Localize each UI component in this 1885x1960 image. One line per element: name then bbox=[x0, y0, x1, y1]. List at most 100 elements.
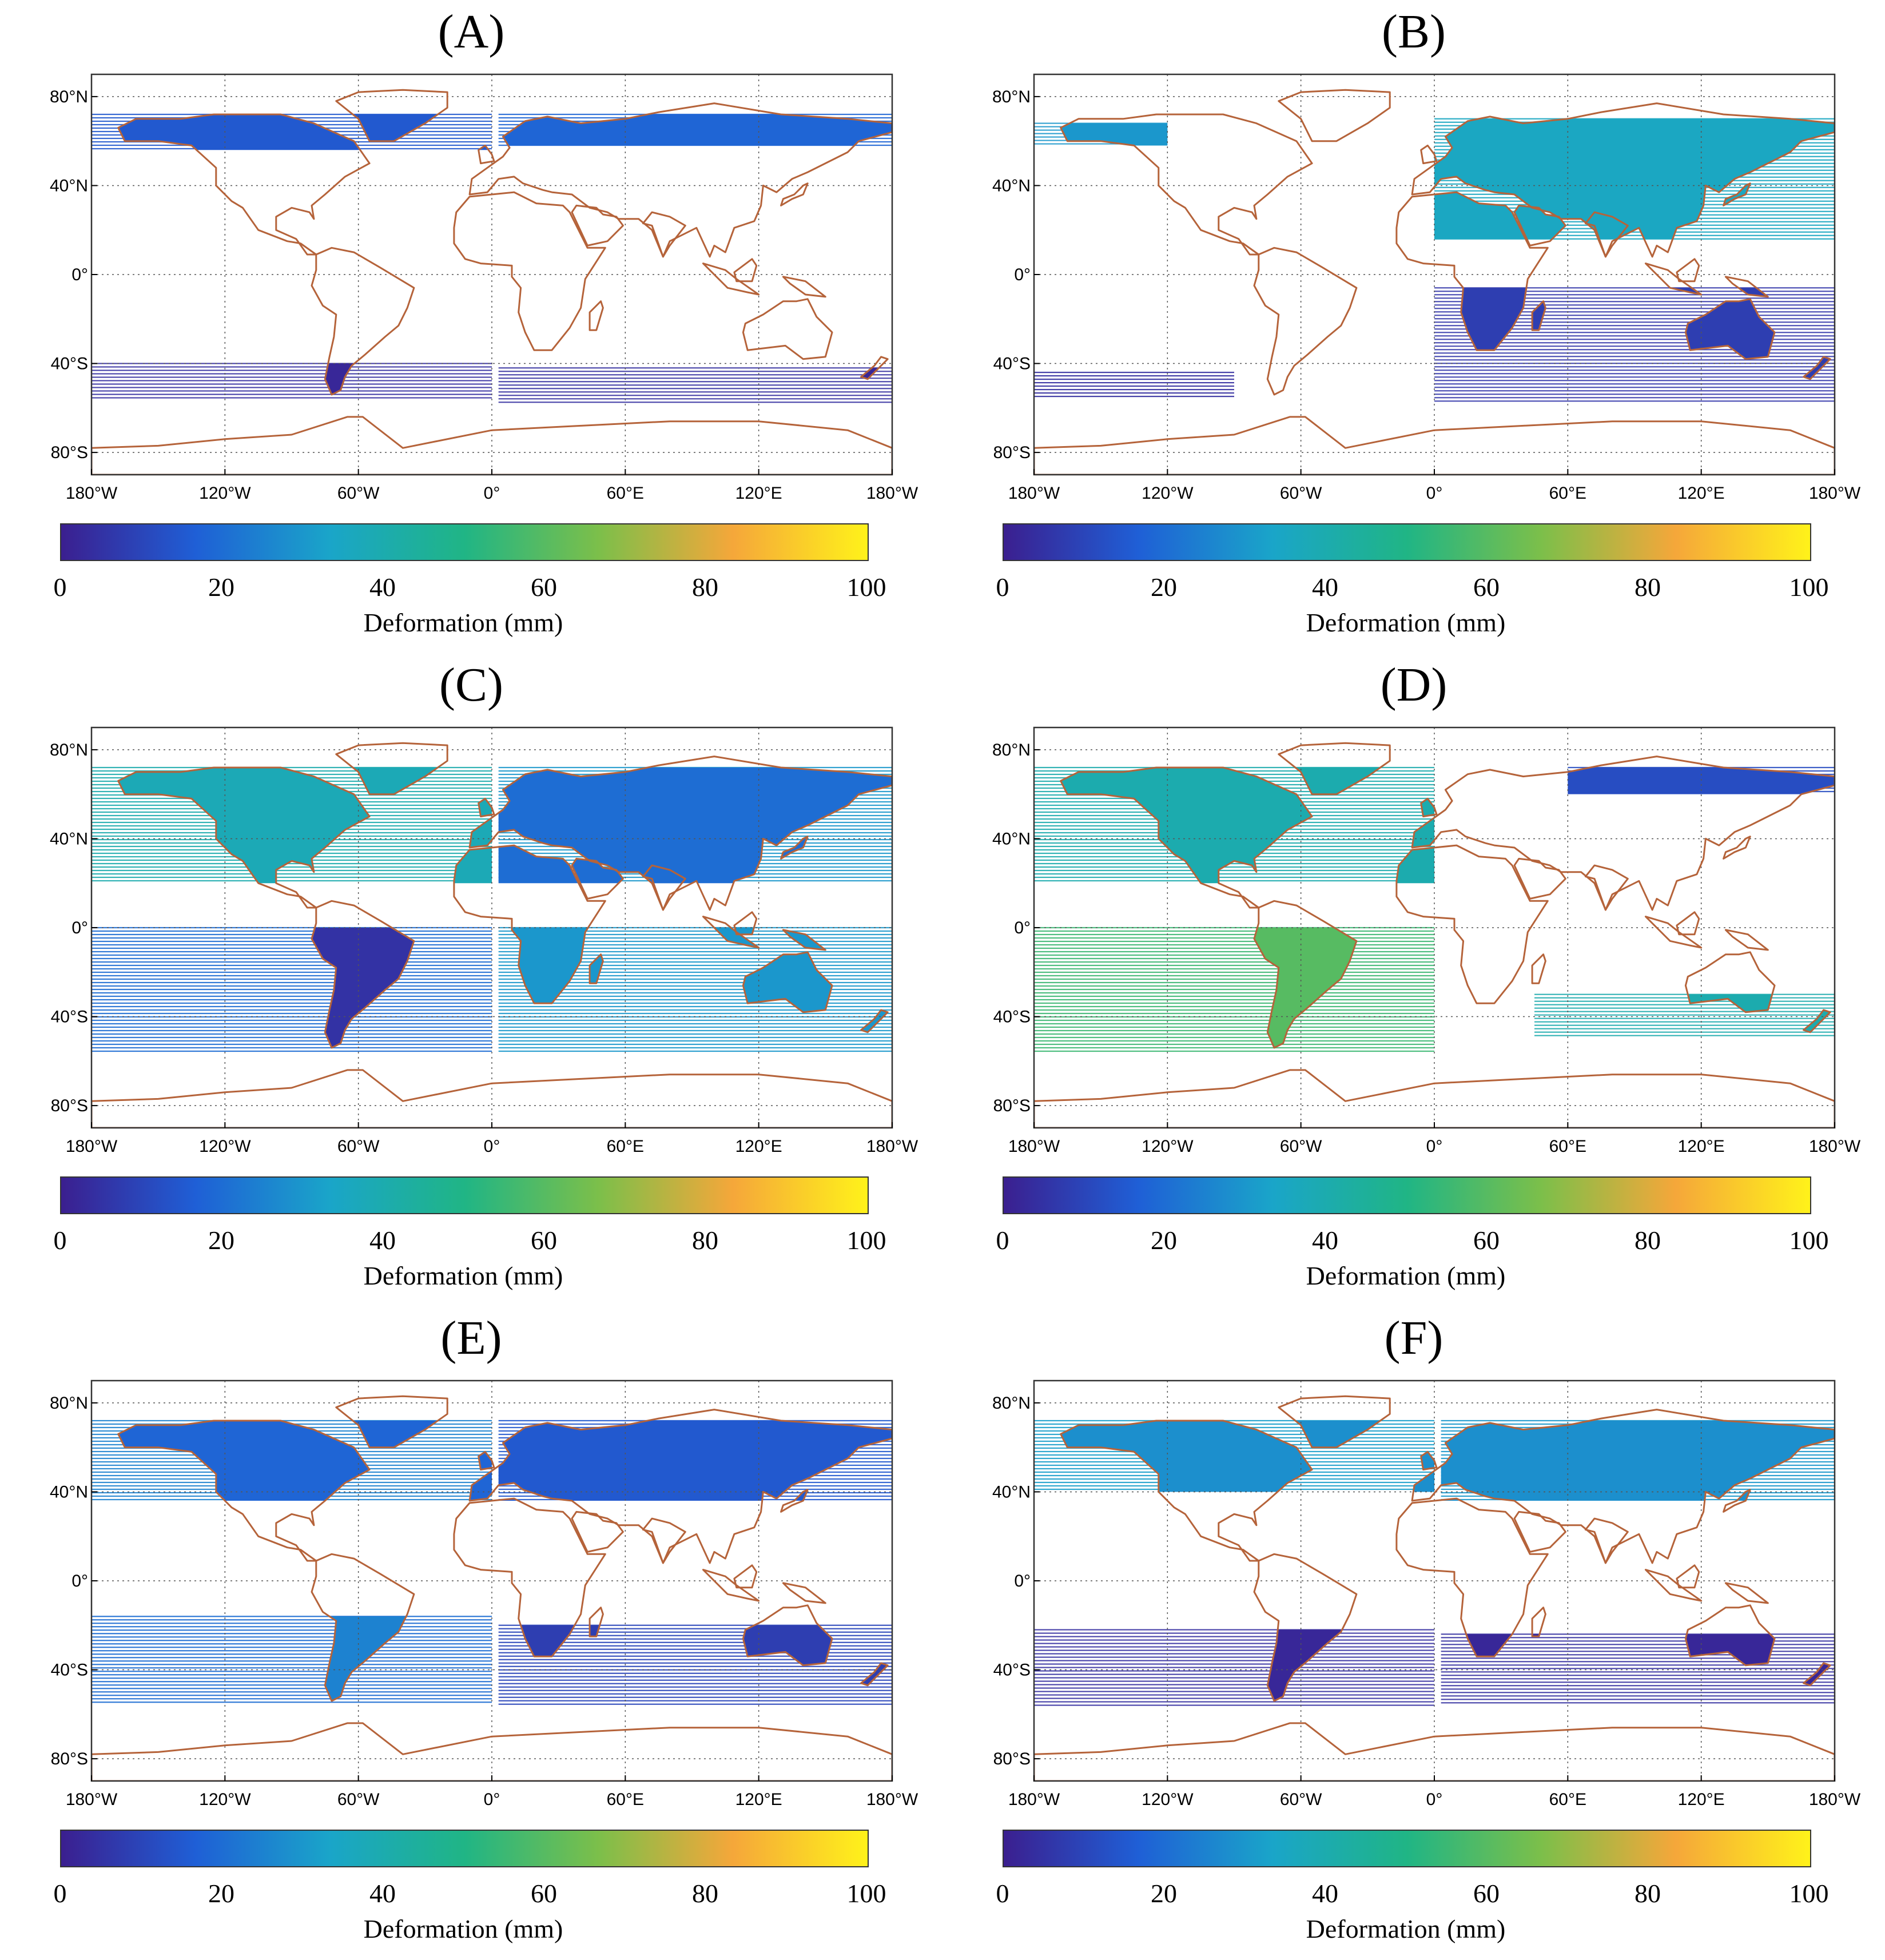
deformation-swath bbox=[92, 113, 492, 150]
lat-tick-label: 0° bbox=[1014, 1572, 1031, 1591]
coastline-india bbox=[1584, 1517, 1629, 1564]
colorbar-tick-label: 100 bbox=[1789, 1879, 1829, 1908]
lat-tick-label: 0° bbox=[71, 1572, 88, 1591]
lon-tick-label: 120°W bbox=[1142, 1137, 1194, 1156]
coastline-namerica bbox=[117, 766, 371, 909]
world-map: 80°N 40°N 0° 40°S 80°S 180°W 120°W 60°W 0° 60°E 12… bbox=[29, 719, 935, 1156]
panel-title: (D) bbox=[1380, 658, 1447, 711]
coastline-india bbox=[642, 211, 686, 258]
colorbar-label: Deformation (mm) bbox=[1306, 608, 1506, 637]
panel-title: (C) bbox=[439, 658, 503, 711]
coastline-britain bbox=[1420, 144, 1438, 165]
coastline-madagascar bbox=[1531, 953, 1546, 984]
lat-tick-label: 40°N bbox=[992, 1482, 1031, 1501]
coastline-japan bbox=[1723, 182, 1751, 206]
lon-tick-label: 60°W bbox=[1280, 1790, 1322, 1809]
lon-tick-label: 120°W bbox=[1142, 484, 1194, 503]
deformation-swath bbox=[498, 367, 892, 403]
deformation-swath bbox=[1034, 1420, 1434, 1492]
world-map: 80°N 40°N 0° 40°S 80°S 180°W 120°W 60°W 0° 60°E 12… bbox=[29, 1372, 935, 1810]
coastline-madagascar bbox=[588, 300, 604, 331]
lat-tick-label: 40°S bbox=[993, 355, 1031, 373]
lon-tick-label: 0° bbox=[1426, 484, 1443, 503]
coastline-australia bbox=[742, 1604, 833, 1667]
map-svg: 80°N 40°N 0° 40°S 80°S 180°W 120°W 60°W 0° 60°E 12… bbox=[50, 1379, 918, 1809]
lon-tick-label: 120°E bbox=[735, 1137, 782, 1156]
colorbar-tick-label: 100 bbox=[846, 1226, 886, 1255]
panel-b: (B) 80°N 40°N 0° 40°S 80°S 180°W 120°W 60°W 0° 60°… bbox=[942, 0, 1885, 653]
coastline-madagascar bbox=[588, 1607, 604, 1637]
lon-tick-label: 120°W bbox=[1142, 1790, 1194, 1809]
coastline-samerica bbox=[1253, 1553, 1358, 1702]
coastline-arabia bbox=[571, 204, 624, 247]
colorbar bbox=[1003, 1176, 1811, 1214]
deformation-swath bbox=[1434, 118, 1835, 240]
lon-tick-label: 60°W bbox=[1280, 1137, 1322, 1156]
colorbar-tick-label: 60 bbox=[1473, 1879, 1500, 1908]
coastline-africa bbox=[453, 191, 606, 351]
coastline-newguinea bbox=[1724, 276, 1769, 298]
lon-tick-label: 180°W bbox=[1008, 1790, 1060, 1809]
lat-tick-label: 80°N bbox=[992, 1394, 1031, 1413]
deformation-swath bbox=[1568, 766, 1835, 794]
coastline-japan bbox=[780, 836, 809, 860]
lon-tick-label: 120°W bbox=[199, 1137, 251, 1156]
coastline-greenland bbox=[335, 1395, 448, 1449]
colorbar-tick-label: 80 bbox=[692, 1879, 718, 1908]
deformation-swath bbox=[1034, 927, 1434, 1052]
coastline-namerica bbox=[117, 1420, 371, 1562]
colorbar-tick-label: 100 bbox=[1789, 1226, 1829, 1255]
lat-tick-label: 0° bbox=[71, 265, 88, 284]
lon-tick-label: 0° bbox=[1426, 1790, 1443, 1809]
colorbar-tick-label: 40 bbox=[1312, 573, 1338, 602]
colorbar-tick-label: 40 bbox=[369, 1879, 396, 1908]
panel-c: (C) 80°N 40°N 0° 40°S 80°S 180°W 120°W 60°W 0° 60°… bbox=[0, 653, 942, 1306]
lon-tick-label: 120°W bbox=[199, 484, 251, 503]
coastline-samerica bbox=[1253, 900, 1358, 1049]
colorbar-tick-label: 60 bbox=[1473, 573, 1500, 602]
deformation-swath bbox=[498, 1624, 892, 1705]
deformation-swath bbox=[1034, 122, 1168, 146]
lat-tick-label: 80°S bbox=[993, 1750, 1031, 1768]
coastline-britain bbox=[1420, 1450, 1438, 1471]
colorbar-tick-label: 80 bbox=[1635, 1226, 1661, 1255]
coastline-samerica bbox=[311, 247, 415, 396]
coastline-arabia bbox=[1513, 204, 1566, 247]
coastline-madagascar bbox=[1531, 1607, 1546, 1637]
coastline-namerica bbox=[1060, 1420, 1313, 1562]
panel-title: (A) bbox=[438, 5, 505, 58]
colorbar bbox=[60, 1830, 869, 1867]
coastline-indonesia bbox=[1644, 1569, 1703, 1602]
coastline-indonesia bbox=[702, 916, 760, 949]
deformation-swath bbox=[92, 927, 492, 1052]
lat-tick-label: 40°S bbox=[993, 1661, 1031, 1680]
panel-title: (F) bbox=[1384, 1311, 1443, 1365]
coastline-samerica bbox=[311, 900, 415, 1049]
coastline-antarctica bbox=[1034, 416, 1835, 475]
lat-tick-label: 40°N bbox=[50, 1482, 88, 1501]
world-map: 80°N 40°N 0° 40°S 80°S 180°W 120°W 60°W 0° 60°E 12… bbox=[971, 1372, 1878, 1810]
colorbar bbox=[60, 523, 869, 561]
lon-tick-label: 60°W bbox=[1280, 484, 1322, 503]
lat-tick-label: 40°S bbox=[51, 1661, 88, 1680]
coastline-borneo bbox=[733, 1564, 758, 1589]
colorbar-tick-label: 20 bbox=[1151, 1879, 1177, 1908]
coastline-antarctica bbox=[1034, 1722, 1835, 1781]
lon-tick-label: 180°W bbox=[1809, 1790, 1861, 1809]
colorbar-tick-label: 0 bbox=[996, 1226, 1009, 1255]
coastline-arabia bbox=[571, 1510, 624, 1553]
colorbar-tick-label: 60 bbox=[531, 1226, 557, 1255]
lat-tick-label: 40°S bbox=[51, 355, 88, 373]
lon-tick-label: 180°W bbox=[1809, 484, 1861, 503]
lon-tick-label: 60°W bbox=[337, 1137, 380, 1156]
coastline-eurasia bbox=[468, 1409, 892, 1564]
lon-tick-label: 60°E bbox=[1549, 1790, 1586, 1809]
coastline-antarctica bbox=[92, 1722, 892, 1781]
coastline-samerica bbox=[311, 1553, 415, 1702]
coastline-africa bbox=[453, 1497, 606, 1657]
lon-tick-label: 180°W bbox=[66, 1137, 118, 1156]
colorbar-tick-label: 60 bbox=[531, 573, 557, 602]
coastline-arabia bbox=[1513, 857, 1566, 900]
deformation-swath bbox=[498, 1420, 892, 1501]
